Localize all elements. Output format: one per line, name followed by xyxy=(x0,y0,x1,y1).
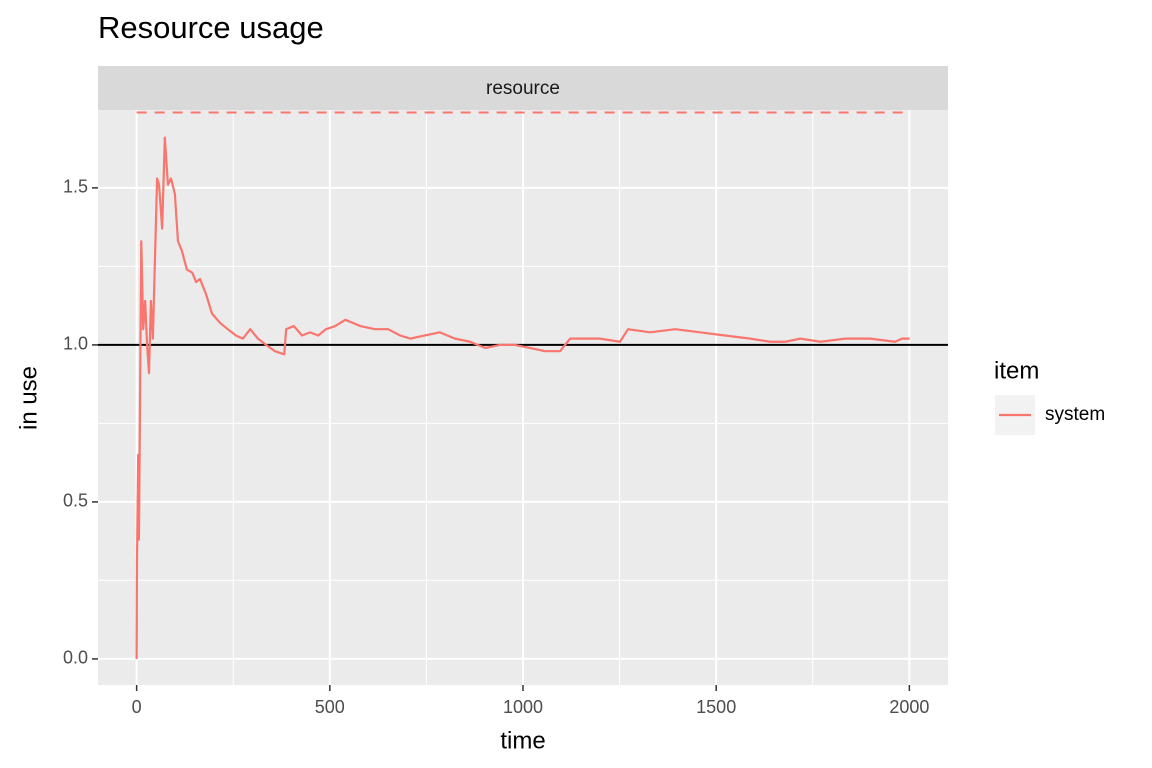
y-axis-title: in use xyxy=(15,366,42,430)
y-tick-label: 1.0 xyxy=(63,334,88,354)
facet-strip xyxy=(98,66,948,110)
legend-label: system xyxy=(1045,404,1105,425)
x-axis-title: time xyxy=(500,727,545,754)
x-tick-label: 1500 xyxy=(696,697,736,717)
x-tick-label: 0 xyxy=(132,697,142,717)
y-tick-label: 1.5 xyxy=(63,177,88,197)
data-line xyxy=(135,136,910,659)
y-tick-label: 0.0 xyxy=(63,648,88,668)
facet-label: resource xyxy=(486,78,560,99)
x-tick-label: 1000 xyxy=(503,697,543,717)
chart-title: Resource usage xyxy=(98,10,324,45)
x-tick-label: 2000 xyxy=(889,697,929,717)
legend-title: item xyxy=(994,357,1039,384)
y-tick-label: 0.5 xyxy=(63,491,88,511)
x-tick-label: 500 xyxy=(315,697,345,717)
